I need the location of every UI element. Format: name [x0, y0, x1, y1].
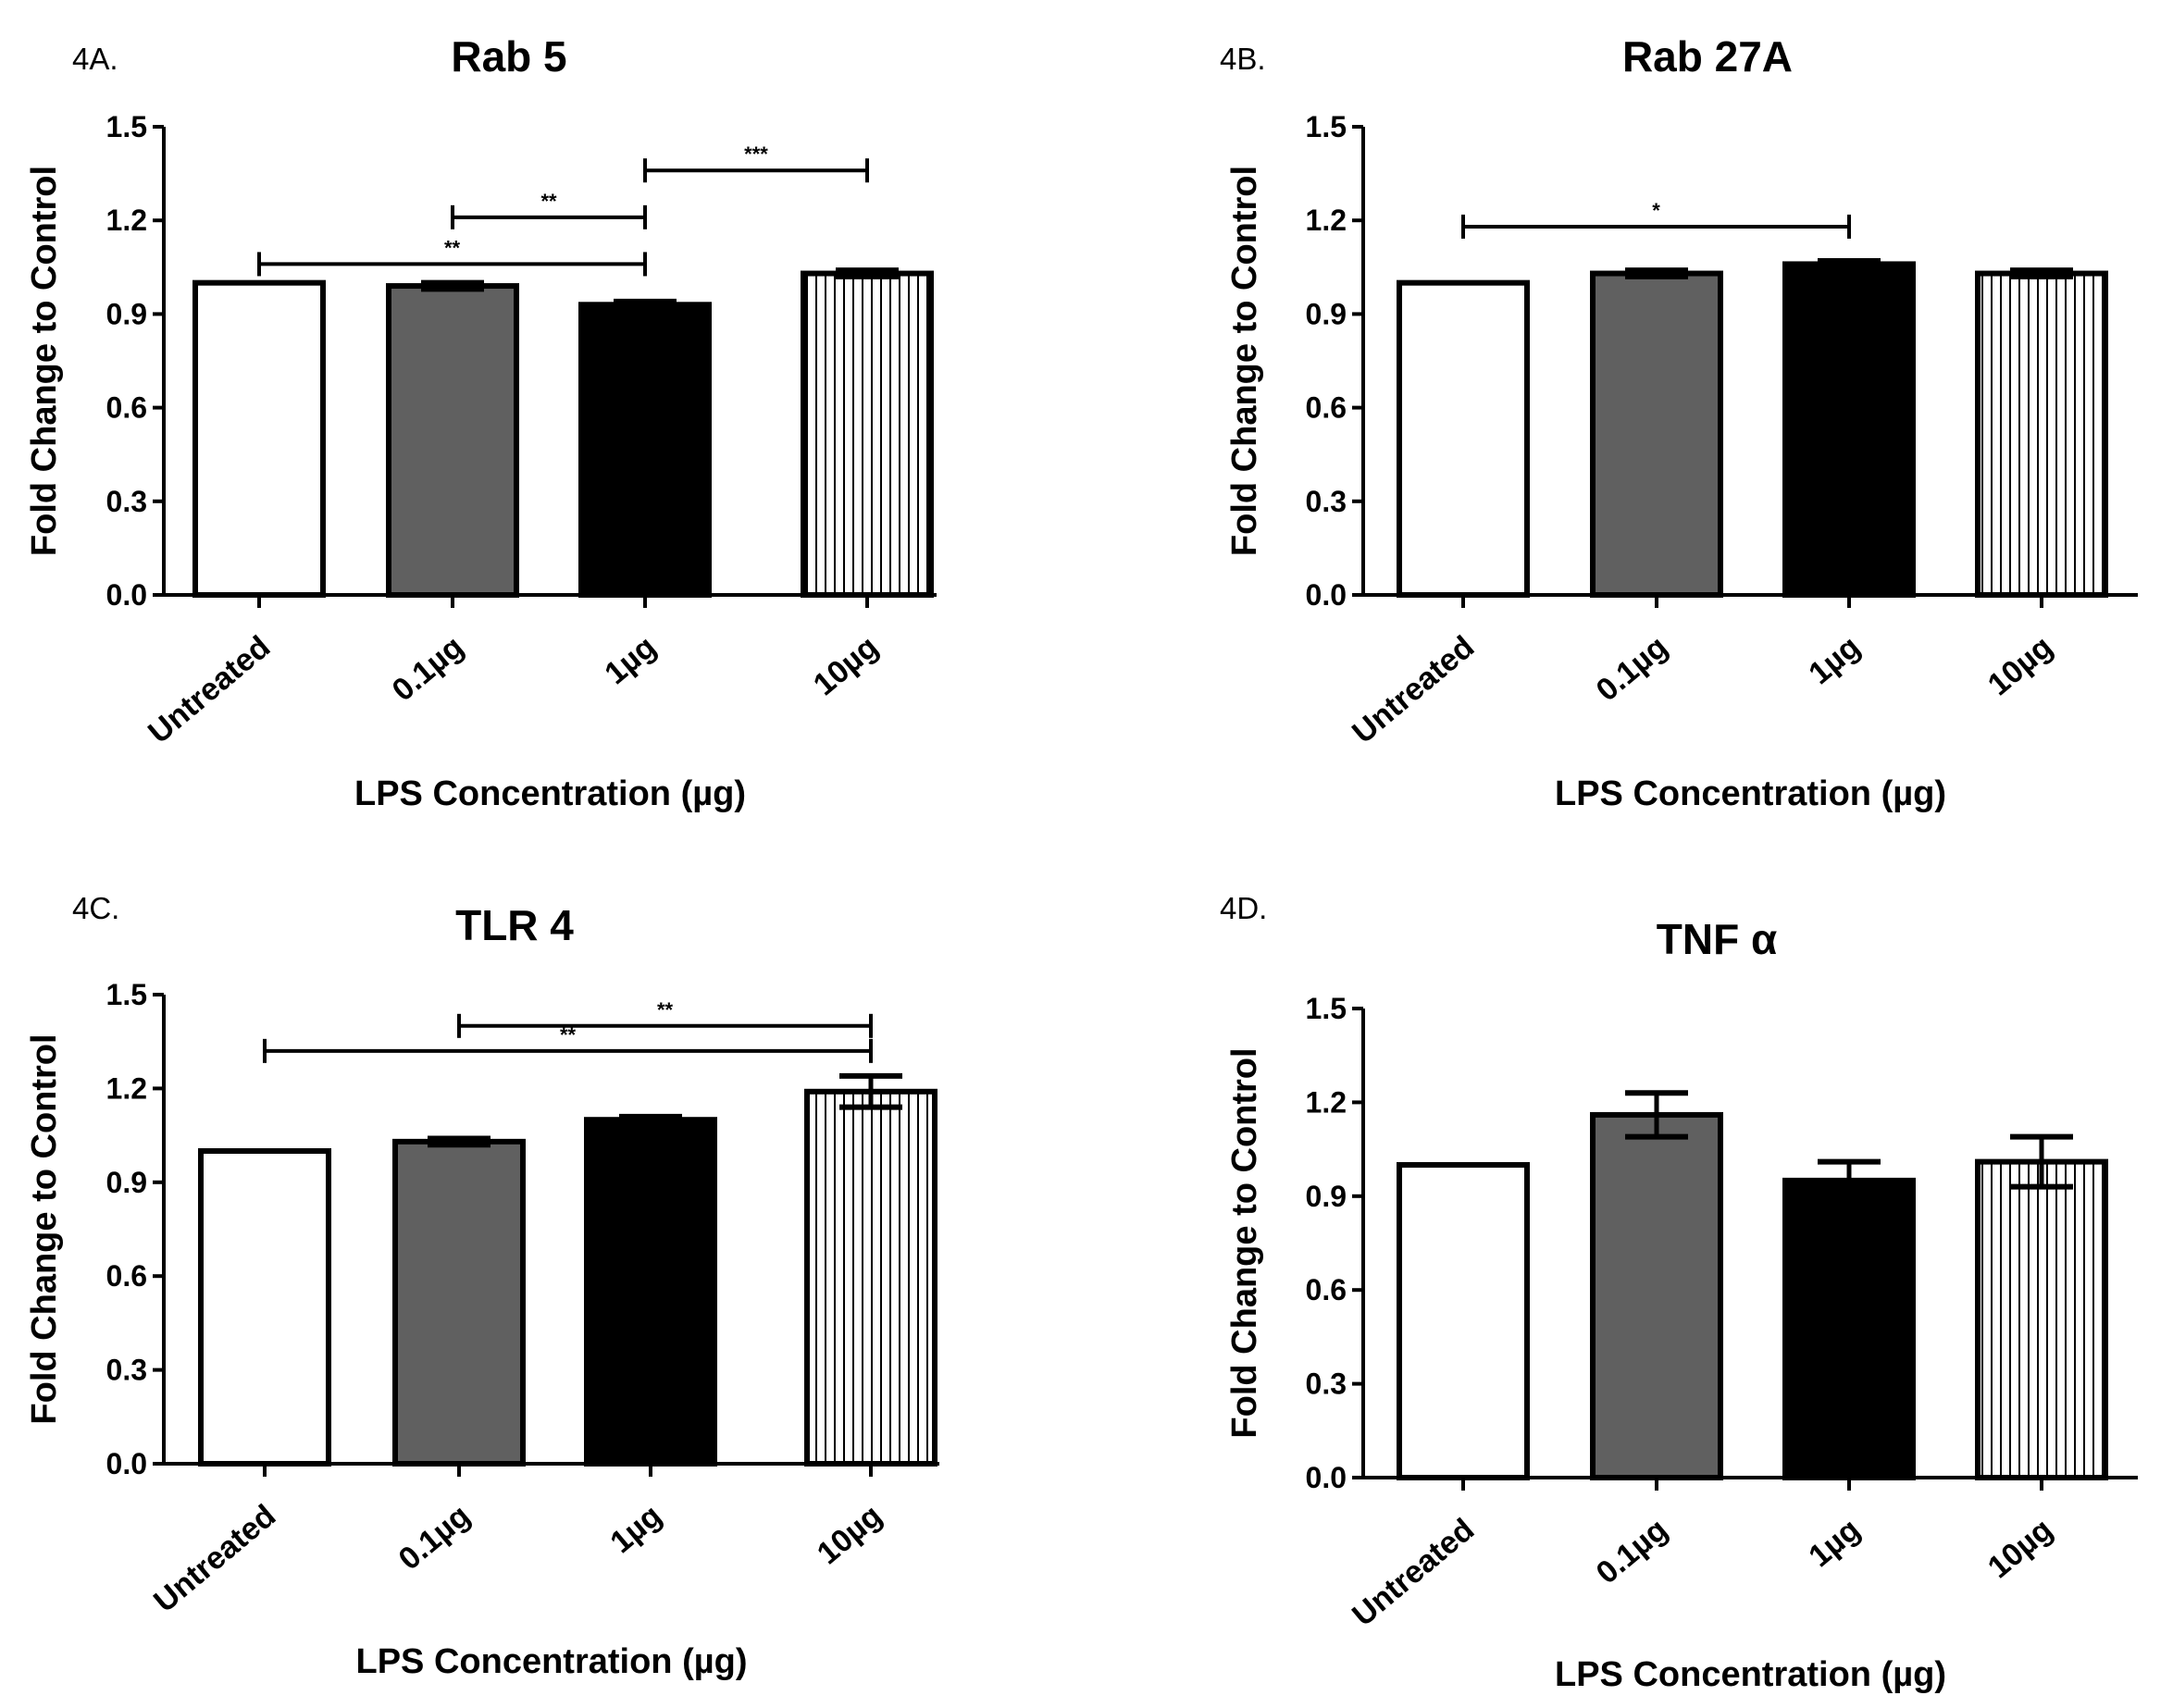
y-tick-label: 1.5: [1306, 992, 1347, 1025]
bar-untreated: [1397, 1162, 1530, 1480]
y-tick-label: 1.2: [1306, 204, 1347, 237]
x-tick-label: 10µg: [1981, 629, 2059, 702]
bar-0-1-g: [1590, 270, 1723, 598]
y-tick-label: 1.5: [1306, 110, 1347, 143]
significance-label: **: [444, 236, 461, 259]
x-tick-label: 0.1µg: [386, 629, 471, 708]
panel-label: 4A.: [72, 42, 118, 76]
chart-panel-2: 4B. Rab 27A 0.0 0.3 0.6 0.9 1.2 1.5 Fold Change …: [1220, 32, 2138, 813]
y-tick-label: 0.3: [1306, 1368, 1347, 1401]
bar-1-g: [1782, 261, 1916, 598]
y-tick-label: 1.5: [106, 110, 147, 143]
x-tick-label: 1µg: [1802, 629, 1867, 691]
significance-label: *: [1652, 199, 1660, 222]
y-tick-label: 0.9: [1306, 1180, 1347, 1213]
x-tick-label: 1µg: [598, 629, 663, 691]
bar-0-1-g: [392, 1138, 526, 1467]
x-tick-label: Untreated: [147, 1498, 282, 1619]
x-tick-label: 0.1µg: [392, 1498, 478, 1577]
y-tick-label: 0.6: [106, 1259, 147, 1293]
x-tick-label: Untreated: [1346, 629, 1481, 750]
y-tick-label: 0.3: [1306, 485, 1347, 518]
y-tick-label: 1.5: [106, 978, 147, 1011]
y-tick-label: 0.9: [1306, 297, 1347, 330]
x-tick-label: 10µg: [807, 629, 885, 702]
chart-panel-4: 4D. TNF α 0.0 0.3 0.6 0.9 1.2 1.5 Fold Change to…: [1220, 891, 2138, 1694]
y-tick-label: 0.6: [1306, 391, 1347, 425]
panel-label: 4D.: [1220, 891, 1267, 925]
x-tick-label: 1µg: [1802, 1512, 1867, 1574]
x-tick-label: Untreated: [1346, 1512, 1481, 1633]
significance-label: **: [560, 1023, 577, 1046]
y-axis-label: Fold Change to Control: [1225, 1047, 1264, 1438]
significance-label: **: [540, 190, 557, 213]
x-axis-label: LPS Concentration (µg): [354, 774, 746, 813]
y-tick-label: 1.2: [106, 204, 147, 237]
y-tick-label: 0.0: [1306, 578, 1347, 612]
x-tick-label: 10µg: [811, 1498, 888, 1571]
bar-1-g: [584, 1117, 717, 1467]
y-tick-label: 0.3: [106, 1354, 147, 1387]
bar-0-1-g: [386, 283, 519, 598]
x-tick-label: Untreated: [142, 629, 277, 750]
bar-untreated: [198, 1148, 331, 1467]
bar-1-g: [1782, 1177, 1916, 1481]
significance-label: **: [657, 998, 674, 1021]
chart-panel-1: 4A. Rab 5 0.0 0.3 0.6 0.9 1.2 1.5 Fold Change to…: [25, 32, 937, 813]
bar-10-g: [801, 270, 934, 598]
chart-title: Rab 27A: [1622, 32, 1793, 80]
bar-untreated: [1397, 279, 1530, 598]
bar-1-g: [578, 302, 712, 598]
bar-10-g: [1975, 270, 2108, 598]
panel-label: 4C.: [72, 891, 119, 925]
y-axis-label: Fold Change to Control: [25, 1033, 64, 1424]
chart-title: TNF α: [1657, 915, 1777, 963]
bar-untreated: [192, 279, 326, 598]
bar-10-g: [1975, 1158, 2108, 1480]
chart-panel-3: 4C. TLR 4 0.0 0.3 0.6 0.9 1.2 1.5 Fold Change to…: [25, 891, 939, 1681]
bar-0-1-g: [1590, 1111, 1723, 1481]
y-tick-label: 0.3: [106, 485, 147, 518]
y-tick-label: 1.2: [1306, 1085, 1347, 1119]
y-tick-label: 1.2: [106, 1071, 147, 1105]
y-axis-label: Fold Change to Control: [1225, 166, 1264, 556]
bar-10-g: [804, 1088, 937, 1467]
significance-label: ***: [744, 142, 768, 166]
y-tick-label: 0.9: [106, 297, 147, 330]
chart-title: Rab 5: [451, 32, 566, 80]
y-tick-label: 0.9: [106, 1166, 147, 1199]
x-tick-label: 1µg: [603, 1498, 668, 1560]
x-axis-label: LPS Concentration (µg): [356, 1642, 748, 1681]
y-tick-label: 0.0: [1306, 1461, 1347, 1494]
x-axis-label: LPS Concentration (µg): [1555, 1655, 1946, 1694]
x-tick-label: 0.1µg: [1590, 1512, 1675, 1590]
y-tick-label: 0.6: [1306, 1273, 1347, 1306]
y-tick-label: 0.0: [106, 1447, 147, 1480]
y-tick-label: 0.6: [106, 391, 147, 425]
x-axis-label: LPS Concentration (µg): [1555, 774, 1946, 813]
y-tick-label: 0.0: [106, 578, 147, 612]
x-tick-label: 10µg: [1981, 1512, 2059, 1585]
y-axis-label: Fold Change to Control: [25, 166, 64, 556]
panel-label: 4B.: [1220, 42, 1266, 76]
x-tick-label: 0.1µg: [1590, 629, 1675, 708]
chart-title: TLR 4: [455, 901, 574, 949]
